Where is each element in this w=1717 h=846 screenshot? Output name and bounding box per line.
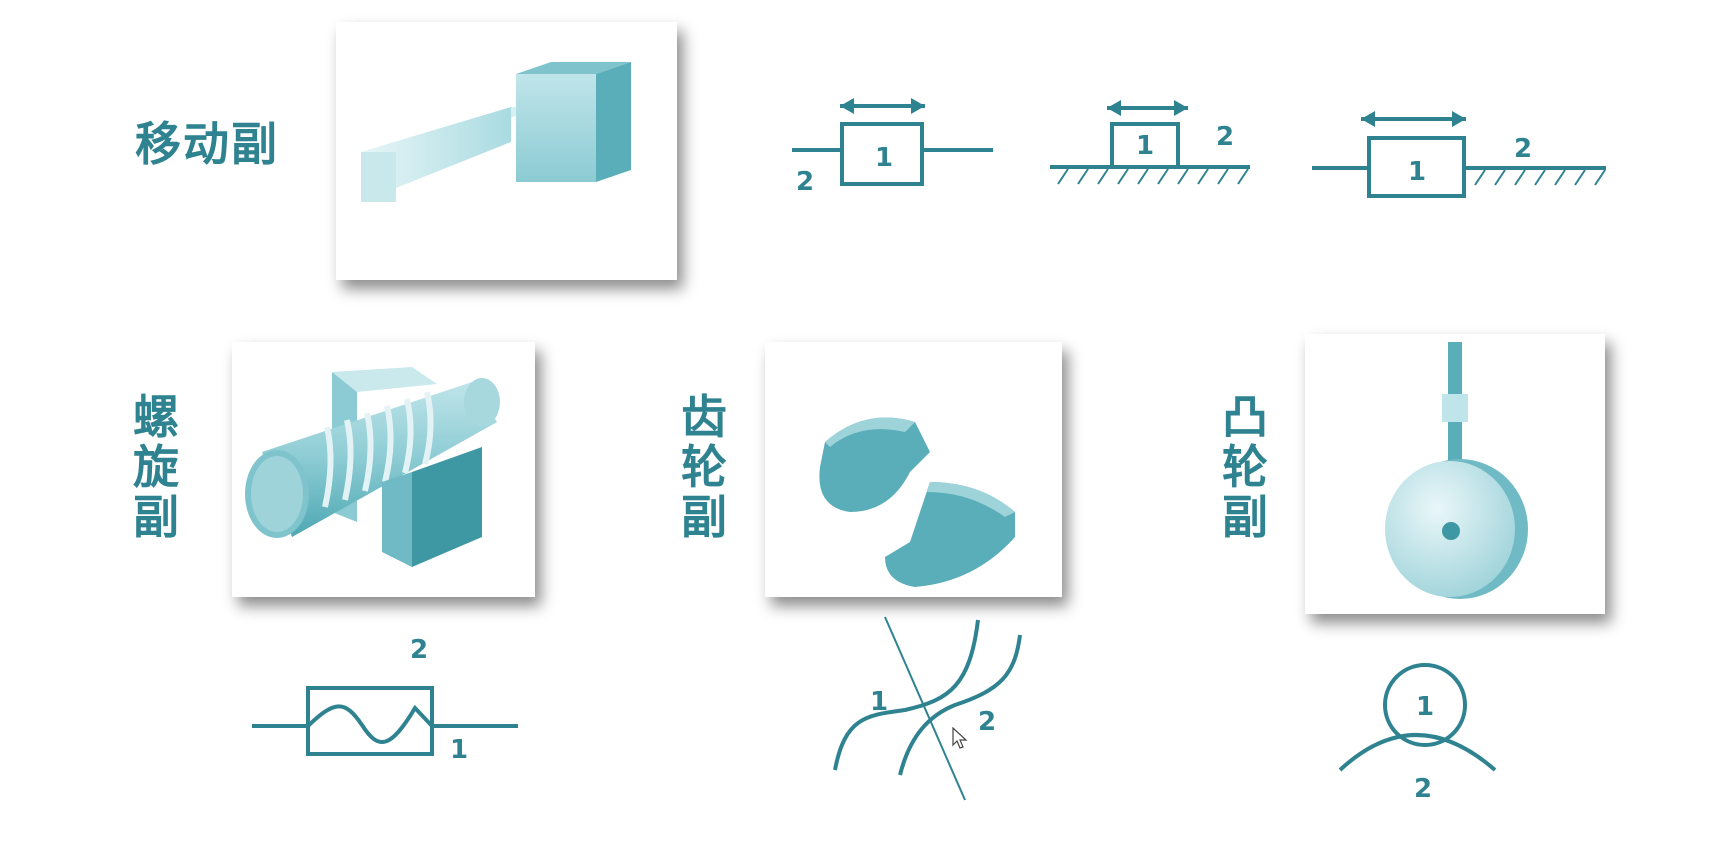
screw-pair-image	[232, 342, 535, 597]
gear-pair-image	[765, 342, 1062, 597]
gear-1-label: 1	[870, 687, 888, 717]
label-gear-pair: 齿轮副	[681, 390, 727, 544]
label-screw-pair: 螺旋副	[133, 390, 179, 544]
prismatic-pair-image	[336, 22, 677, 280]
prismatic-symbol-b: 1 2	[1050, 100, 1250, 185]
gear-2-label: 2	[978, 707, 996, 737]
prismatic-symbol-a: 1 2	[792, 98, 993, 197]
prismatic-a-ground-label: 2	[796, 167, 814, 197]
mouse-cursor-icon	[952, 727, 968, 749]
prismatic-c-block-label: 1	[1408, 157, 1426, 187]
prismatic-b-block-label: 1	[1136, 131, 1154, 161]
cam-pair-image	[1305, 334, 1605, 614]
cam-follower-label: 1	[1416, 692, 1434, 722]
prismatic-b-ground-label: 2	[1216, 122, 1234, 152]
screw-label: 1	[450, 735, 468, 765]
cam-label: 2	[1414, 774, 1432, 804]
screw-nut-label: 2	[410, 635, 428, 665]
cam-pair-symbol: 1 2	[1338, 663, 1497, 804]
gear-pair-symbol: 1 2	[833, 616, 1022, 801]
label-cam-pair: 凸轮副	[1222, 390, 1268, 544]
label-prismatic-pair: 移动副	[135, 117, 279, 171]
screw-pair-symbol: 2 1	[252, 635, 518, 765]
prismatic-symbol-c: 1 2	[1312, 111, 1606, 198]
prismatic-a-block-label: 1	[875, 143, 893, 173]
prismatic-c-ground-label: 2	[1514, 134, 1532, 164]
